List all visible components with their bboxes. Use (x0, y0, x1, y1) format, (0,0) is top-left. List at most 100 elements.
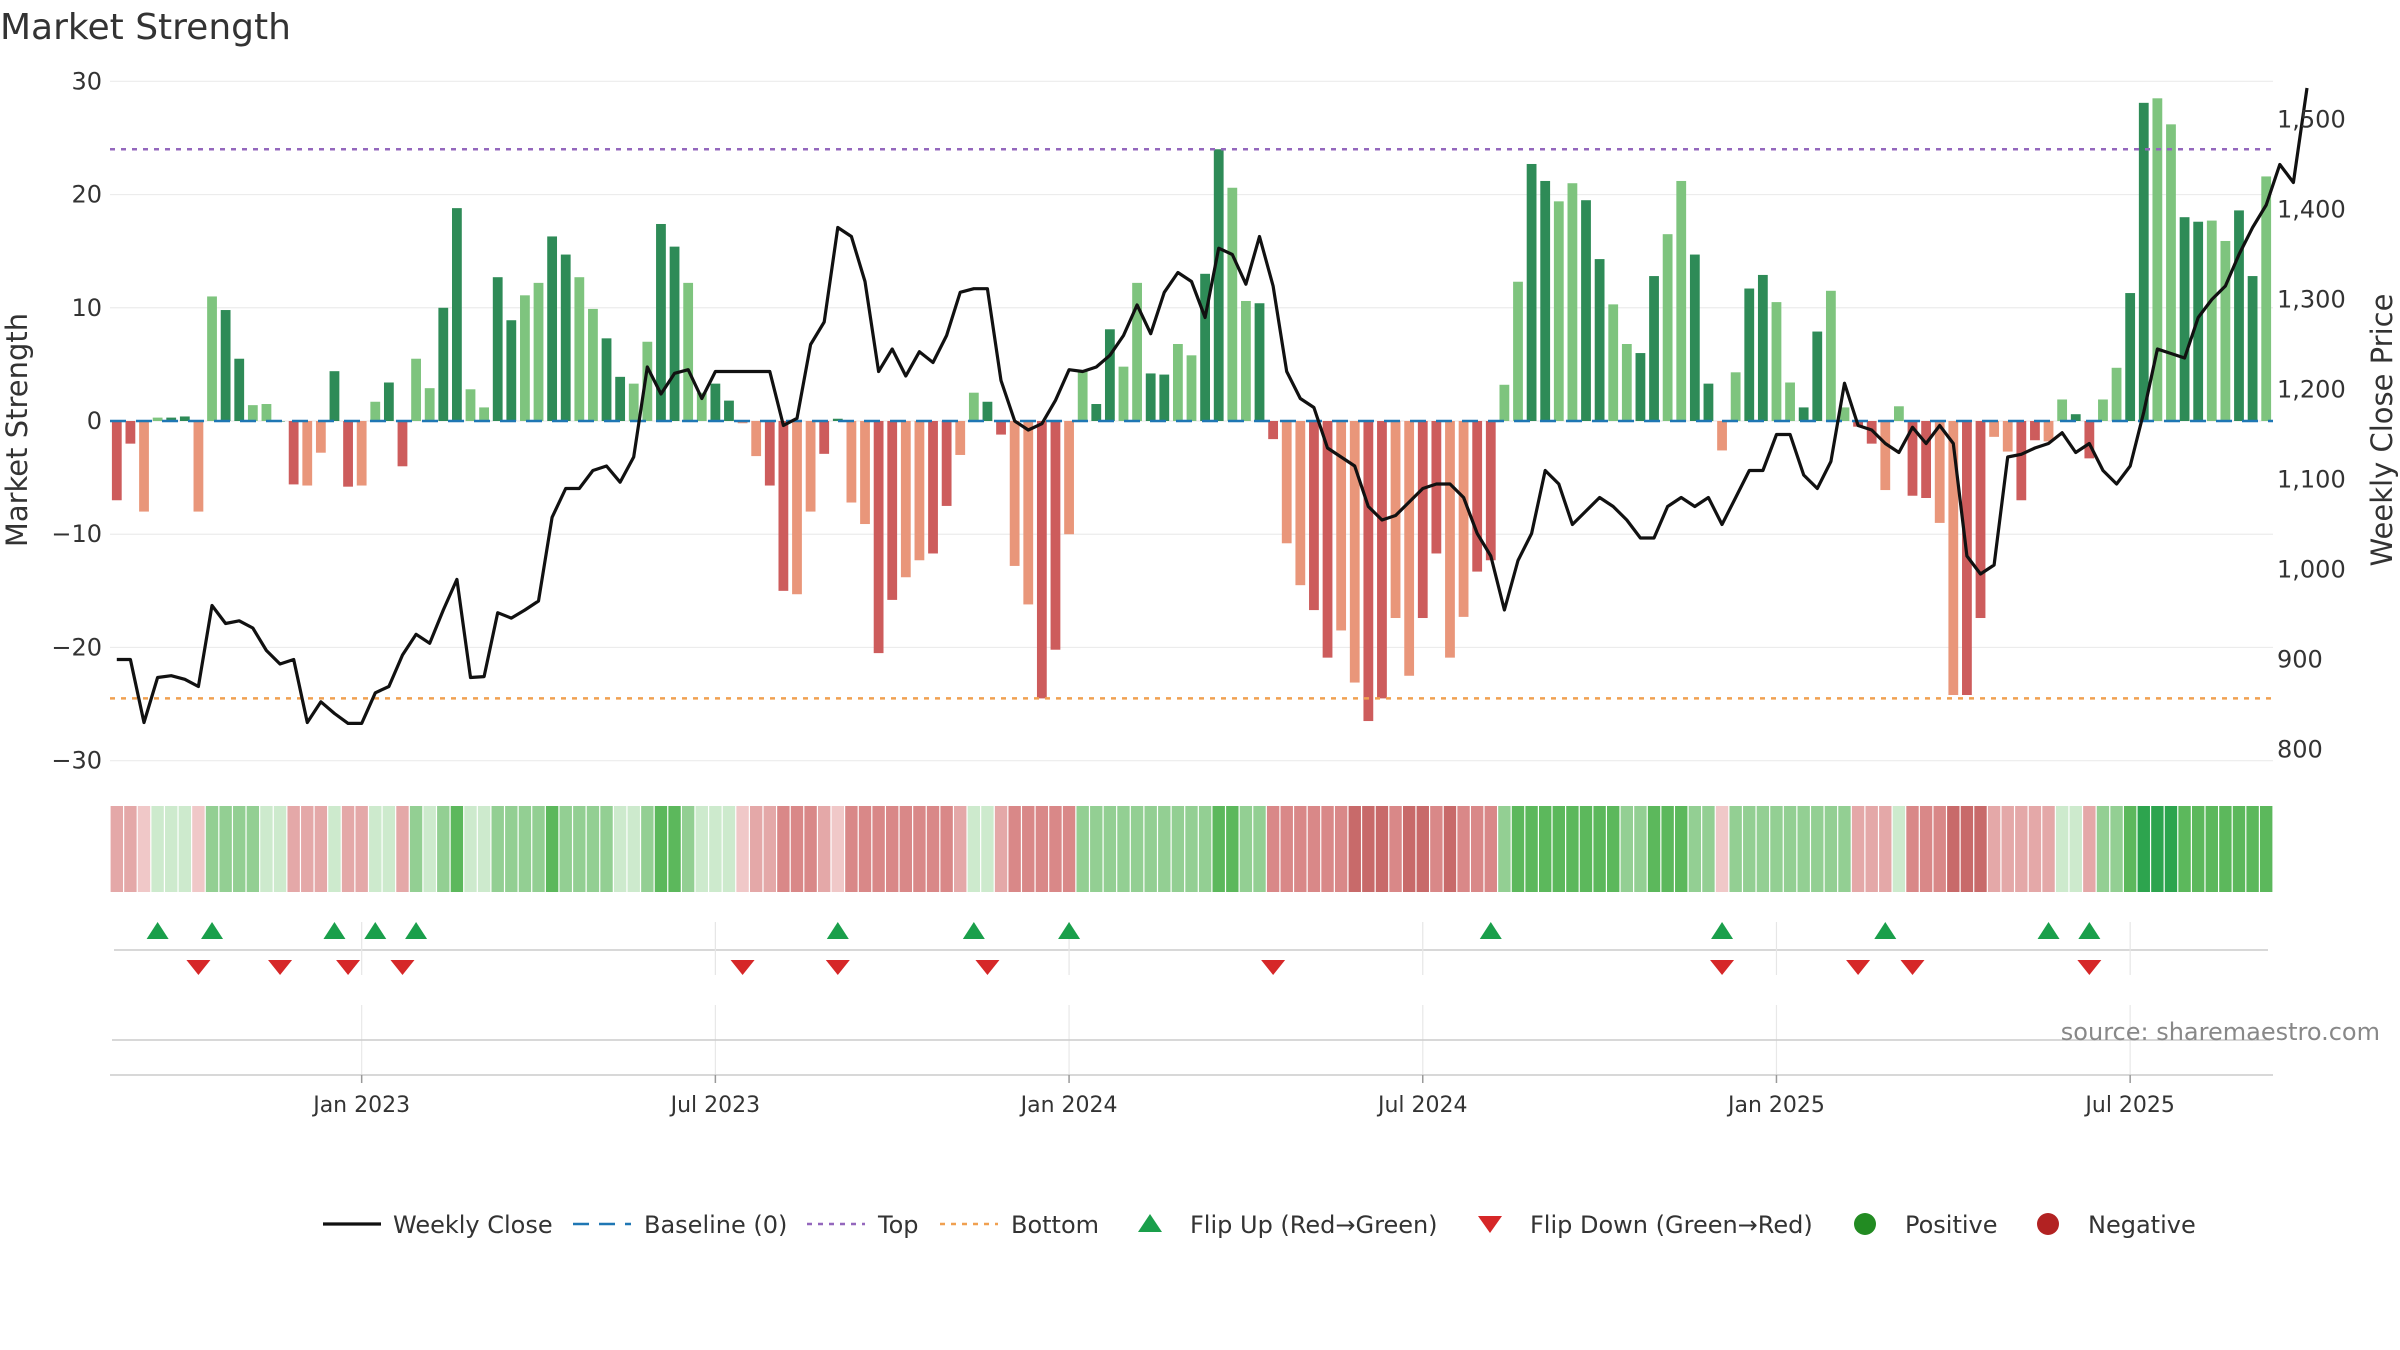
sentiment-cell (518, 806, 532, 892)
sentiment-cell (301, 806, 314, 892)
sentiment-cell (1226, 806, 1239, 892)
sentiment-cell (1538, 806, 1552, 892)
sentiment-cell (2246, 806, 2259, 892)
strength-bar (2030, 421, 2040, 441)
flip-up-marker (323, 922, 346, 939)
strength-bar (601, 338, 612, 421)
strength-bar (1118, 366, 1129, 421)
strength-bar (642, 341, 653, 421)
sentiment-cell (205, 806, 219, 892)
strength-bar (1213, 149, 1224, 422)
sentiment-cell (1797, 806, 1810, 892)
strength-bar (1771, 302, 1782, 421)
flip-down-marker (1261, 960, 1286, 975)
flip-up-marker (1874, 922, 1897, 939)
legend-label: Positive (1905, 1211, 1998, 1239)
sentiment-cell (2123, 806, 2137, 892)
strength-bar (1499, 384, 1510, 421)
strength-bar (1825, 290, 1836, 421)
strength-bar (656, 223, 666, 421)
sentiment-cell (1960, 806, 1974, 892)
y2-tick-label: 800 (2277, 736, 2323, 764)
sentiment-cell (886, 806, 899, 892)
sentiment-cell (573, 806, 586, 892)
sentiment-cell (1239, 806, 1253, 892)
strength-bar (2152, 98, 2163, 421)
sentiment-cell (2069, 806, 2082, 892)
sentiment-cell (165, 806, 178, 892)
x-axis: Jan 2023 Jul 2023 Jan 2024 Jul 2024 Jan 2025… (311, 1075, 2175, 1118)
strength-bar (1567, 183, 1578, 421)
sentiment-cell (273, 806, 287, 892)
legend-label: Flip Up (Red→Green) (1190, 1211, 1438, 1239)
sentiment-cell (749, 806, 763, 892)
sentiment-cell (2232, 806, 2246, 892)
sentiment-cell (1008, 806, 1021, 892)
strength-bar (900, 421, 911, 578)
strength-bars (111, 98, 2272, 722)
flip-down-marker (1710, 960, 1735, 975)
sentiment-cell (369, 806, 382, 892)
strength-bar (819, 421, 830, 454)
strength-bar (1186, 355, 1197, 421)
sentiment-cell (464, 806, 477, 892)
sentiment-cell (151, 806, 164, 892)
strength-bar (1009, 421, 1020, 566)
strength-bar (2098, 399, 2108, 421)
sentiment-cell (1511, 806, 1525, 892)
flip-down-marker (975, 960, 1000, 975)
strength-bar (1635, 353, 1646, 421)
sentiment-cell (559, 806, 572, 892)
strength-bar (343, 421, 353, 487)
strength-bar (2261, 176, 2272, 421)
strength-bar (465, 389, 476, 421)
sentiment-cell (804, 806, 817, 892)
strength-bar (1390, 421, 1401, 619)
y2-tick-label: 1,500 (2277, 106, 2346, 134)
sentiment-cell (532, 806, 545, 892)
flip-down-marker (1900, 960, 1925, 975)
sentiment-cell (1620, 806, 1634, 892)
strength-bar (1608, 304, 1619, 421)
strength-bar (1553, 201, 1564, 421)
strength-bar (1621, 344, 1632, 421)
y2-tick-label: 1,200 (2277, 376, 2346, 404)
y-tick-label: 30 (71, 67, 102, 95)
y-tick-label: −20 (51, 633, 102, 661)
sentiment-cell (1947, 806, 1960, 892)
sentiment-cell (1783, 806, 1797, 892)
sentiment-cell (695, 806, 708, 892)
y2-tick-label: 1,100 (2277, 466, 2346, 494)
sentiment-cell (1103, 806, 1117, 892)
strength-bar (1458, 421, 1469, 617)
strength-bar (1730, 372, 1741, 421)
strength-bar (2057, 399, 2068, 421)
strength-bar (1893, 406, 1904, 421)
sentiment-cell (545, 806, 559, 892)
strength-bar (1662, 234, 1673, 421)
strength-bar (261, 404, 272, 421)
strength-bar (982, 401, 993, 421)
sentiment-cell (1661, 806, 1674, 892)
strength-bar (1281, 421, 1292, 544)
flip-up-marker (1479, 922, 1502, 939)
sentiment-cell (1702, 806, 1715, 892)
strength-bar (1159, 374, 1170, 421)
sentiment-cell (1062, 806, 1076, 892)
strength-bar (1077, 370, 1088, 421)
y2-tick-label: 900 (2277, 646, 2323, 674)
strength-bar (805, 421, 816, 512)
y2-axis-label: Weekly Close Price (2365, 294, 2399, 567)
strength-bar (914, 421, 925, 561)
strength-bar (1649, 276, 1659, 421)
sentiment-cell (1906, 806, 1919, 892)
sentiment-cell (2151, 806, 2164, 892)
weekly-close-series (116, 87, 2309, 726)
flip-down-marker (2077, 960, 2102, 975)
strength-bar (1336, 421, 1347, 631)
flip-markers-panel (114, 922, 2268, 975)
strength-bar (1417, 421, 1428, 619)
x-tick-label: Jan 2025 (1726, 1093, 1825, 1118)
strength-bar (1689, 254, 1700, 421)
strength-bar (1540, 180, 1551, 421)
